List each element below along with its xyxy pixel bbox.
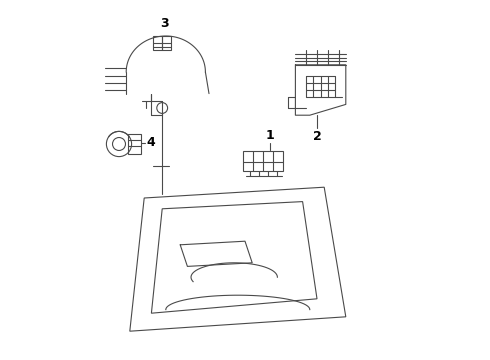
Text: 2: 2 (313, 130, 321, 143)
Text: 3: 3 (160, 17, 168, 30)
Text: 1: 1 (266, 129, 274, 142)
Text: 4: 4 (146, 136, 155, 149)
